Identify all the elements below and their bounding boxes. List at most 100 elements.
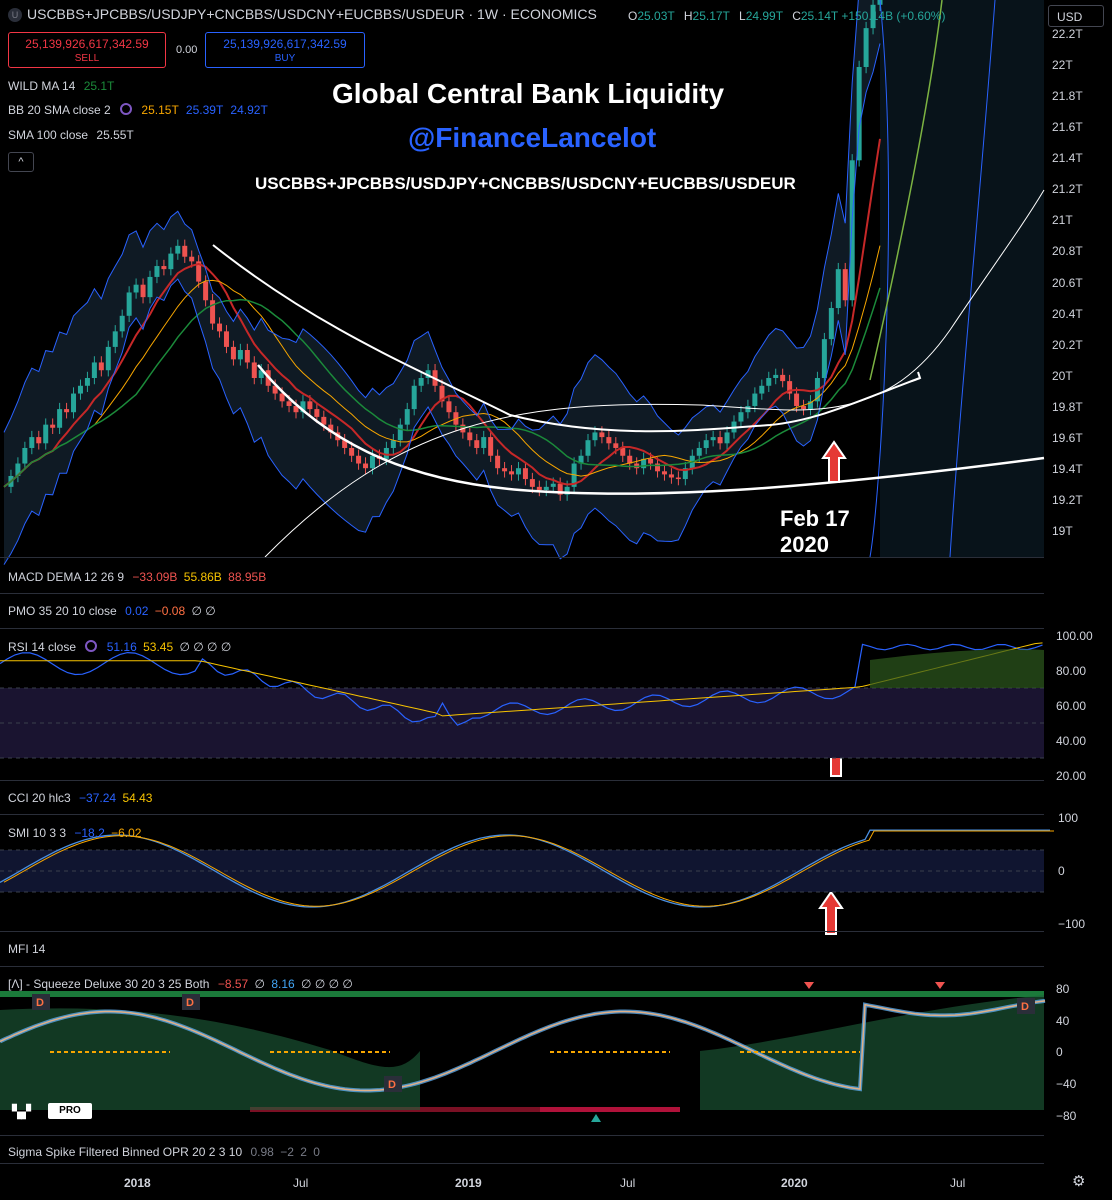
candle-body (272, 385, 278, 394)
axis-tick-label: 20.00 (1056, 769, 1087, 783)
legend-bb-name: BB 20 SMA close 2 (8, 103, 111, 117)
collapse-legend-button[interactable]: ^ (8, 152, 34, 172)
red-up-arrow-icon (818, 890, 844, 935)
pane-separator[interactable] (0, 1135, 1044, 1136)
bb-lower-projection (949, 0, 996, 558)
pane-separator[interactable] (0, 593, 1044, 594)
axis-tick-label: 19.8T (1052, 400, 1083, 414)
ohlc-low: 24.99T (745, 9, 783, 23)
candle-body (15, 463, 21, 476)
candle-body (724, 432, 730, 444)
candle-body (84, 378, 90, 386)
candle-body (293, 405, 299, 413)
candle-body (780, 374, 786, 382)
candle-body (745, 405, 751, 413)
candle-body (787, 381, 793, 394)
pane-separator[interactable] (0, 557, 1044, 558)
axis-tick-label: 19T (1052, 524, 1073, 538)
drawn-arc-upper (212, 244, 921, 433)
pmo-signal: −0.08 (154, 604, 186, 618)
candle-body (189, 256, 195, 262)
currency-button[interactable]: USD (1048, 5, 1104, 27)
pane-legend-sigma[interactable]: Sigma Spike Filtered Binned OPR 20 2 3 1… (8, 1145, 320, 1159)
pane-legend-pmo[interactable]: PMO 35 20 10 close 0.02 −0.08 ∅ ∅ (8, 604, 216, 618)
buy-button[interactable]: 25,139,926,617,342.59 BUY (205, 32, 365, 68)
candle-body (703, 440, 709, 448)
legend-bb-upper: 25.39T (185, 103, 224, 117)
d-marker-box (182, 994, 200, 1010)
symbol-title[interactable]: U USCBBS+JPCBBS/USDJPY+CNCBBS/USDCNY+EUCB… (8, 6, 597, 22)
candle-body (321, 416, 327, 425)
pane-legend-macd[interactable]: MACD DEMA 12 26 9 −33.09B 55.86B 88.95B (8, 570, 266, 584)
pane-separator[interactable] (0, 1163, 1044, 1164)
axis-tick-label: 100.00 (1056, 629, 1093, 643)
axis-tick-label: 19.2T (1052, 493, 1083, 507)
candle-body (126, 292, 132, 316)
candle-body (766, 378, 772, 386)
candle-body (112, 331, 118, 347)
legend-bb-basis: 25.15T (141, 103, 179, 117)
annotation-date-line1: Feb 17 (780, 506, 850, 531)
candle-body (557, 483, 563, 495)
candle-body (849, 160, 855, 301)
time-axis-label: Jul (950, 1176, 966, 1190)
pane-legend-cci[interactable]: CCI 20 hlc3 −37.24 54.43 (8, 791, 152, 805)
pane-separator[interactable] (0, 814, 1044, 815)
candle-body (286, 401, 292, 406)
candle-body (439, 385, 445, 402)
candle-body (203, 281, 209, 301)
candle-body (57, 409, 63, 428)
candle-body (759, 385, 765, 394)
candle-body (314, 409, 320, 417)
smi-name: SMI 10 3 3 (8, 826, 67, 840)
candle-body (613, 443, 619, 448)
sell-button[interactable]: 25,139,926,617,342.59 SELL (8, 32, 166, 68)
d-marker-box (32, 994, 50, 1010)
pane-legend-rsi[interactable]: RSI 14 close 51.16 53.45 ∅ ∅ ∅ ∅ (8, 640, 231, 654)
axis-tick-label: 40.00 (1056, 734, 1087, 748)
pane-legend-mfi[interactable]: MFI 14 (8, 942, 45, 956)
candle-body (71, 393, 77, 413)
buy-signal-icon (591, 1114, 601, 1122)
pane-separator[interactable] (0, 966, 1044, 967)
legend-wild-ma[interactable]: WILD MA 14 25.1T (8, 79, 114, 93)
ohlc-o-label: O (628, 9, 638, 23)
squeeze-top-bar (0, 991, 1044, 997)
candle-body (300, 401, 306, 413)
candle-body (515, 468, 521, 475)
annotation-date[interactable]: Feb 17 2020 (780, 506, 850, 558)
pane-separator[interactable] (0, 931, 1044, 932)
candle-body (668, 474, 674, 478)
candle-body (870, 4, 876, 29)
candle-body (835, 269, 841, 309)
d-marker-label: D (388, 1079, 396, 1091)
tradingview-logo[interactable]: ▚▞ PRO (12, 1103, 92, 1119)
smi-signal: −6.02 (111, 826, 142, 840)
candle-body (801, 405, 807, 410)
squeeze-name: [Λ] - Squeeze Deluxe 30 20 3 25 Both (8, 977, 210, 991)
settings-gear-icon[interactable]: ⚙ (1072, 1173, 1086, 1190)
pane-separator[interactable] (0, 780, 1044, 781)
candle-body (196, 261, 202, 282)
candle-body (606, 437, 612, 444)
time-axis-label: Jul (293, 1176, 309, 1190)
drawn-thin-curve (264, 189, 1045, 558)
annotation-formula[interactable]: USCBBS+JPCBBS/USDJPY+CNCBBS/USDCNY+EUCBB… (255, 174, 796, 193)
pane-legend-smi[interactable]: SMI 10 3 3 −18.2 −6.02 (8, 826, 141, 840)
legend-bb[interactable]: BB 20 SMA close 2 25.15T 25.39T 24.92T (8, 103, 268, 117)
candle-body (140, 284, 146, 298)
chevron-up-icon: ^ (18, 156, 24, 168)
ohlc-h-label: H (683, 9, 693, 23)
candle-body (98, 362, 104, 371)
candle-body (307, 401, 313, 410)
axis-tick-label: 20.6T (1052, 276, 1083, 290)
candle-body (244, 350, 250, 363)
annotation-title[interactable]: Global Central Bank Liquidity (332, 78, 725, 109)
legend-sma[interactable]: SMA 100 close 25.55T (8, 128, 134, 142)
pane-legend-squeeze[interactable]: [Λ] - Squeeze Deluxe 30 20 3 25 Both −8.… (8, 977, 353, 991)
annotation-handle[interactable]: @FinanceLancelot (408, 122, 657, 153)
ohlc-l-label: L (739, 9, 746, 23)
axis-tick-label: −40 (1056, 1077, 1077, 1091)
pane-separator[interactable] (0, 628, 1044, 629)
